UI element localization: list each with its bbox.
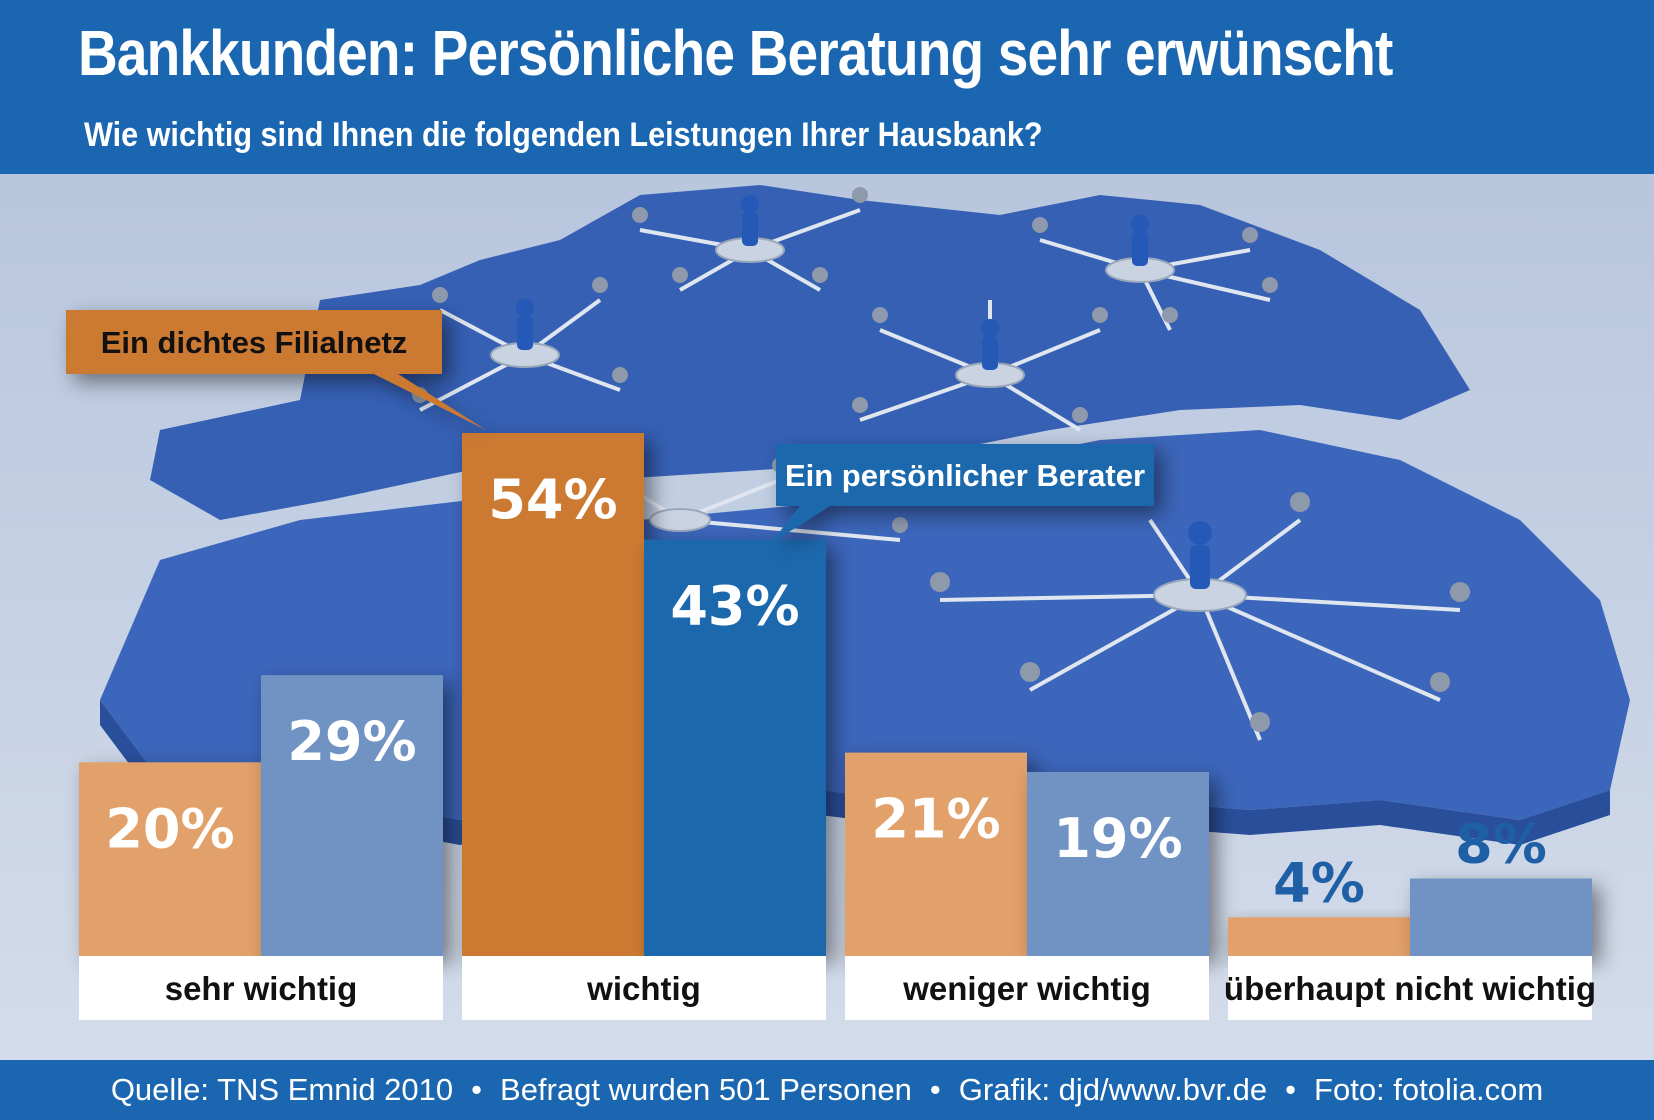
footer-bar: Quelle: TNS Emnid 2010 • Befragt wurden 50… (0, 1060, 1654, 1120)
value-label: 29% (287, 710, 416, 773)
category-label-box (1228, 956, 1592, 1020)
category-label: überhaupt nicht wichtig (1224, 970, 1596, 1007)
legend-callout-berater: Ein persönlicher Berater (770, 444, 1154, 544)
network-people (412, 187, 1470, 732)
bar-berater-1 (261, 675, 443, 956)
value-label: 20% (105, 797, 234, 860)
category-label-box (79, 956, 443, 1020)
bar-filialnetz-1 (79, 762, 261, 956)
chart-title: Bankkunden: Persönliche Beratung sehr er… (78, 17, 1393, 89)
separator-dot: • (1285, 1072, 1297, 1107)
respondents-text: Befragt wurden 501 Personen (500, 1072, 912, 1107)
category-label-box (845, 956, 1209, 1020)
graphic-credit: Grafik: djd/www.bvr.de (958, 1072, 1268, 1107)
bar-berater-4 (1410, 878, 1592, 956)
separator-dot: • (929, 1072, 941, 1107)
legend-label-filialnetz: Ein dichtes Filialnetz (101, 325, 408, 360)
value-label: 19% (1053, 807, 1182, 870)
bar-berater-3 (1027, 771, 1209, 956)
category-label: sehr wichtig (165, 970, 358, 1007)
category-label: weniger wichtig (902, 970, 1151, 1007)
bar-filialnetz-3 (845, 752, 1027, 956)
hub-people (516, 195, 1212, 589)
bar-berater-2 (644, 539, 826, 956)
photo-credit: Foto: fotolia.com (1314, 1072, 1544, 1107)
value-label: 21% (871, 788, 1000, 851)
value-label: 8% (1455, 813, 1547, 876)
value-label: 4% (1273, 851, 1365, 914)
category-label: wichtig (586, 970, 701, 1007)
legend-label-berater: Ein persönlicher Berater (785, 458, 1145, 493)
category-label-box (462, 956, 826, 1020)
legend-callout-filialnetz: Ein dichtes Filialnetz (66, 310, 486, 430)
chart-subtitle: Wie wichtig sind Ihnen die folgenden Lei… (84, 116, 1043, 154)
value-label: 43% (670, 575, 799, 638)
separator-dot: • (471, 1072, 483, 1107)
value-label: 54% (488, 468, 617, 531)
header-banner: Bankkunden: Persönliche Beratung sehr er… (0, 0, 1654, 174)
source-text: Quelle: TNS Emnid 2010 (110, 1072, 454, 1107)
map-south-edge (100, 700, 1610, 845)
bar-filialnetz-4 (1228, 917, 1410, 956)
bar-filialnetz-2 (462, 433, 644, 956)
